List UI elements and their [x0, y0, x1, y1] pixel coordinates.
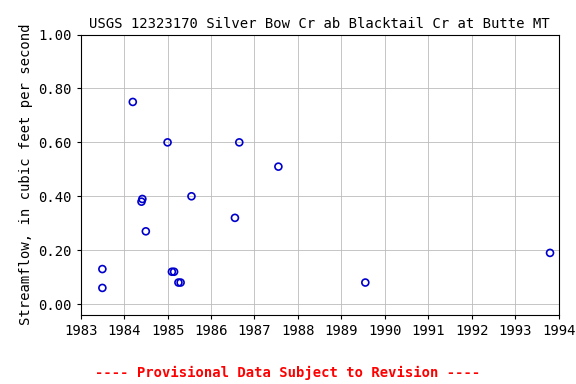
Point: [274, 164, 283, 170]
Text: ---- Provisional Data Subject to Revision ----: ---- Provisional Data Subject to Revisio…: [96, 366, 480, 380]
Point: [98, 266, 107, 272]
Point: [137, 199, 146, 205]
Point: [187, 193, 196, 199]
Point: [128, 99, 138, 105]
Point: [361, 280, 370, 286]
Title: USGS 12323170 Silver Bow Cr ab Blacktail Cr at Butte MT: USGS 12323170 Silver Bow Cr ab Blacktail…: [89, 17, 550, 31]
Point: [141, 228, 150, 234]
Point: [98, 285, 107, 291]
Y-axis label: Streamflow, in cubic feet per second: Streamflow, in cubic feet per second: [18, 24, 33, 326]
Point: [176, 280, 185, 286]
Point: [230, 215, 240, 221]
Point: [138, 196, 147, 202]
Point: [169, 269, 179, 275]
Point: [234, 139, 244, 146]
Point: [167, 269, 176, 275]
Point: [174, 280, 183, 286]
Point: [163, 139, 172, 146]
Point: [545, 250, 555, 256]
